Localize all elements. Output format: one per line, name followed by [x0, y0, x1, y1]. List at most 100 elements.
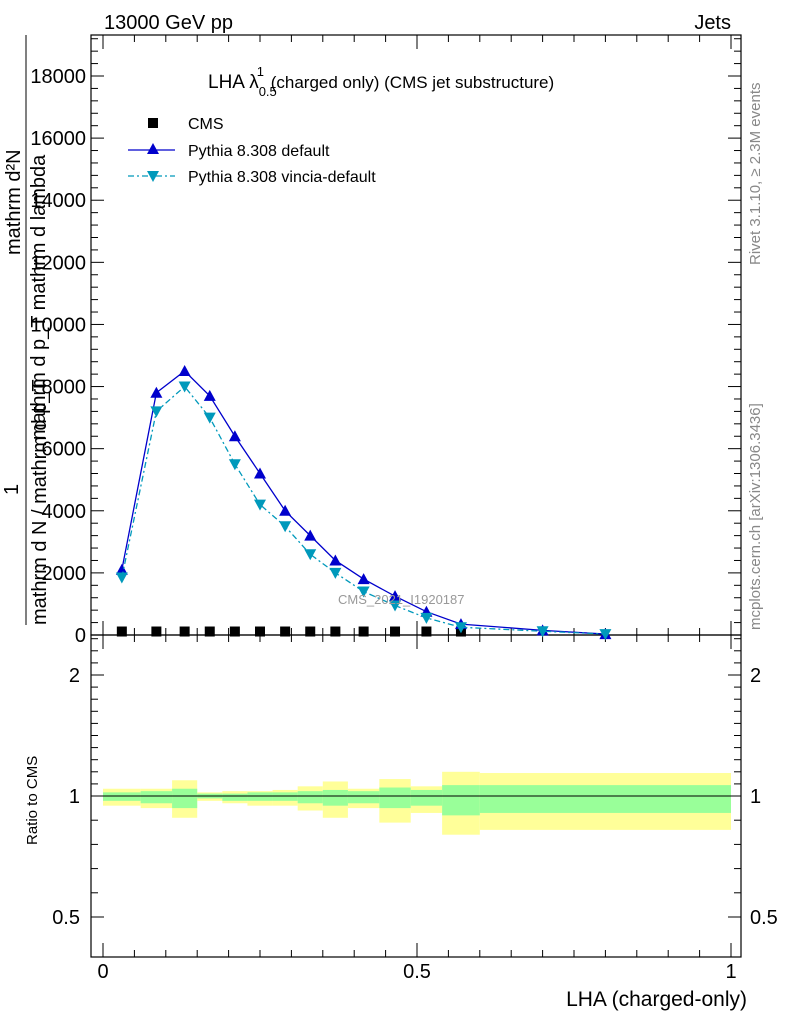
plot-title-sub: 0.5: [259, 84, 277, 99]
data-point-vincia: [357, 586, 370, 598]
data-point-default: [150, 386, 163, 398]
data-point-vincia: [115, 572, 128, 584]
x-tick-label: 0.5: [403, 961, 431, 983]
header-right: Jets: [694, 12, 731, 34]
data-point-vincia: [279, 521, 292, 533]
ratio-stat-band: [247, 792, 273, 801]
data-point-cms: [116, 626, 127, 637]
data-point-cms: [179, 626, 190, 637]
ratio-stat-band: [222, 793, 248, 801]
data-point-default: [329, 554, 342, 566]
ratio-stat-band: [442, 785, 480, 816]
y-tick-label: 14000: [30, 190, 86, 212]
data-point-default: [228, 430, 241, 442]
rivet-label: Rivet 3.1.10, ≥ 2.3M events: [747, 83, 764, 266]
data-point-vincia: [536, 626, 549, 638]
ratio-stat-band: [347, 791, 380, 804]
data-point-cms: [280, 626, 291, 637]
data-point-vincia: [228, 459, 241, 471]
ratio-y-tick-label-right: 2: [750, 665, 761, 687]
main-y-ticks: 0 2000 4000 6000 8000 10000 12000 14000 16000 180…: [30, 38, 741, 647]
ratio-stat-band: [172, 788, 198, 809]
ratio-stat-band: [479, 785, 731, 813]
x-tick-label: 1: [725, 961, 736, 983]
legend-marker-default: [147, 143, 159, 154]
data-point-default: [203, 389, 216, 401]
data-point-vincia: [454, 622, 467, 634]
data-point-default: [178, 365, 191, 377]
data-point-vincia: [203, 412, 216, 424]
data-point-vincia: [420, 612, 433, 624]
x-axis-label: LHA (charged-only): [566, 988, 747, 1011]
y-tick-label: 0: [75, 625, 86, 647]
legend-label-vincia: Pythia 8.308 vincia-default: [188, 169, 376, 186]
mcplots-label: mcplots.cern.ch [arXiv:1306.3436]: [747, 403, 764, 630]
plot-title-main: LHA λ: [208, 72, 259, 93]
y-tick-label: 2000: [42, 563, 87, 585]
data-point-vincia: [389, 600, 402, 612]
data-point-vincia: [178, 381, 191, 393]
data-point-cms: [305, 626, 316, 637]
ratio-stat-band: [379, 787, 411, 809]
data-point-default: [357, 573, 370, 585]
plot-title-rest: (charged only) (CMS jet substructure): [266, 73, 554, 92]
data-point-cms: [390, 626, 401, 637]
data-point-vincia: [150, 406, 163, 418]
y-tick-label: 16000: [30, 128, 86, 150]
ratio-stat-band: [297, 791, 323, 804]
x-tick-label: 0: [97, 961, 108, 983]
data-point-default: [389, 590, 402, 602]
data-point-cms: [204, 626, 215, 637]
legend-marker-cms: [148, 118, 158, 128]
data-point-cms: [358, 626, 369, 637]
data-point-cms: [229, 626, 240, 637]
data-point-cms: [330, 626, 341, 637]
data-point-default: [304, 529, 317, 541]
y-tick-label: 18000: [30, 66, 86, 88]
data-point-cms: [255, 626, 265, 637]
data-point-vincia: [254, 499, 266, 511]
y-tick-label: 8000: [42, 377, 87, 399]
legend: CMS Pythia 8.308 default Pythia 8.308 vi…: [128, 116, 376, 186]
ratio-stat-band: [410, 789, 443, 806]
ratio-stat-band: [322, 789, 348, 806]
ratio-ticks: 2 2 1 1 0.5 0.5: [52, 638, 778, 929]
y-tick-label: 10000: [30, 314, 86, 336]
ylabel-prefix-num: 1: [1, 484, 23, 495]
y-tick-label: 12000: [30, 252, 86, 274]
data-point-vincia: [304, 549, 317, 561]
y-tick-label: 4000: [42, 501, 87, 523]
watermark: CMS_2021_I1920187: [338, 592, 465, 607]
ylabel-denominator: mathrm d p_T mathrm d lambda: [28, 154, 50, 440]
data-point-default: [115, 563, 128, 575]
y-axis-label: 1 mathrm d N / mathrm d p_T mathrm d²N m…: [1, 35, 51, 625]
data-point-default: [254, 467, 266, 479]
ratio-y-tick-label: 1: [69, 786, 80, 808]
ratio-stat-band: [140, 791, 173, 804]
main-x-ticks: 0 0.5 1: [97, 35, 737, 983]
ratio-bands: [103, 771, 731, 835]
ratio-y-tick-label: 2: [69, 665, 80, 687]
plot-title-sup: 1: [257, 64, 264, 79]
ylabel-numerator: mathrm d²N: [3, 149, 25, 255]
plot-title: LHA λ0.5 1 (charged only) (CMS jet substr…: [208, 64, 554, 99]
y-tick-label: 6000: [42, 439, 87, 461]
data-point-default: [279, 504, 292, 516]
ratio-stat-band: [103, 792, 141, 801]
series-line: [121, 385, 606, 635]
ratio-y-label: Ratio to CMS: [24, 756, 41, 845]
legend-label-default: Pythia 8.308 default: [188, 143, 330, 160]
data-point-vincia: [329, 567, 342, 579]
data-point-cms: [421, 626, 432, 637]
ratio-y-tick-label: 0.5: [52, 907, 80, 929]
legend-label-cms: CMS: [188, 116, 224, 133]
ratio-stat-band: [272, 792, 298, 801]
series-layer: [115, 365, 612, 641]
header-left: 13000 GeV pp: [104, 12, 233, 34]
data-point-vincia: [599, 629, 612, 641]
ylabel-prefix-den: mathrm d N / mathrm d p_T: [29, 379, 51, 625]
ratio-y-tick-label-right: 0.5: [750, 907, 778, 929]
ratio-y-tick-label-right: 1: [750, 786, 761, 808]
data-point-cms: [151, 626, 162, 637]
